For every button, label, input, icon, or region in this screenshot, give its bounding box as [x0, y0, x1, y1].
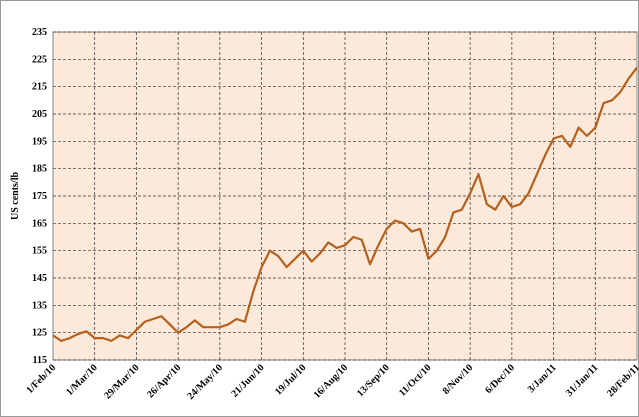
- y-tick-label: 155: [32, 246, 47, 257]
- y-tick-label: 165: [32, 218, 47, 229]
- y-tick-label: 195: [32, 136, 47, 147]
- y-tick-label: 225: [32, 54, 47, 65]
- y-tick-label: 235: [32, 27, 47, 38]
- y-tick-label: 145: [32, 273, 47, 284]
- y-tick-label: 215: [32, 82, 47, 93]
- y-axis-label: US cents/lb: [10, 172, 21, 221]
- y-tick-label: 115: [33, 355, 47, 366]
- y-tick-label: 135: [32, 300, 47, 311]
- data-line: [52, 66, 638, 342]
- y-tick-label: 205: [32, 109, 47, 120]
- y-tick-label: 185: [32, 164, 47, 175]
- y-tick-label: 175: [32, 191, 47, 202]
- y-tick-label: 125: [32, 328, 47, 339]
